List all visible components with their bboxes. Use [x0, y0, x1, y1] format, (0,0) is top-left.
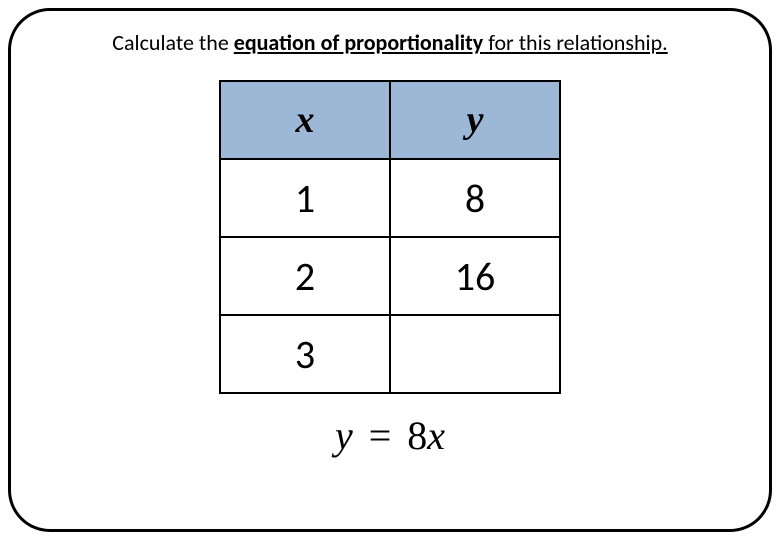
equation-coef: 8: [407, 413, 427, 458]
cell-y: [390, 315, 560, 393]
equation-lhs: y: [335, 413, 353, 458]
xy-table: x y 1 8 2 16 3: [219, 80, 561, 394]
table-row: 3: [220, 315, 560, 393]
cell-x: 2: [220, 237, 390, 315]
col-header-y: y: [390, 81, 560, 159]
prompt-tail: for this relationship.: [483, 29, 667, 56]
table-row: 1 8: [220, 159, 560, 237]
cell-y: 8: [390, 159, 560, 237]
cell-y: 16: [390, 237, 560, 315]
table-row: 2 16: [220, 237, 560, 315]
prompt-pre: Calculate the: [112, 29, 233, 56]
col-header-x: x: [220, 81, 390, 159]
problem-card: Calculate the equation of proportionalit…: [8, 8, 772, 532]
equation: y = 8x: [335, 412, 445, 459]
cell-x: 3: [220, 315, 390, 393]
table-header-row: x y: [220, 81, 560, 159]
cell-x: 1: [220, 159, 390, 237]
equation-equals: =: [363, 413, 398, 458]
prompt-text: Calculate the equation of proportionalit…: [112, 29, 667, 56]
equation-rhs: x: [427, 413, 445, 458]
prompt-bold: equation of proportionality: [234, 29, 483, 56]
